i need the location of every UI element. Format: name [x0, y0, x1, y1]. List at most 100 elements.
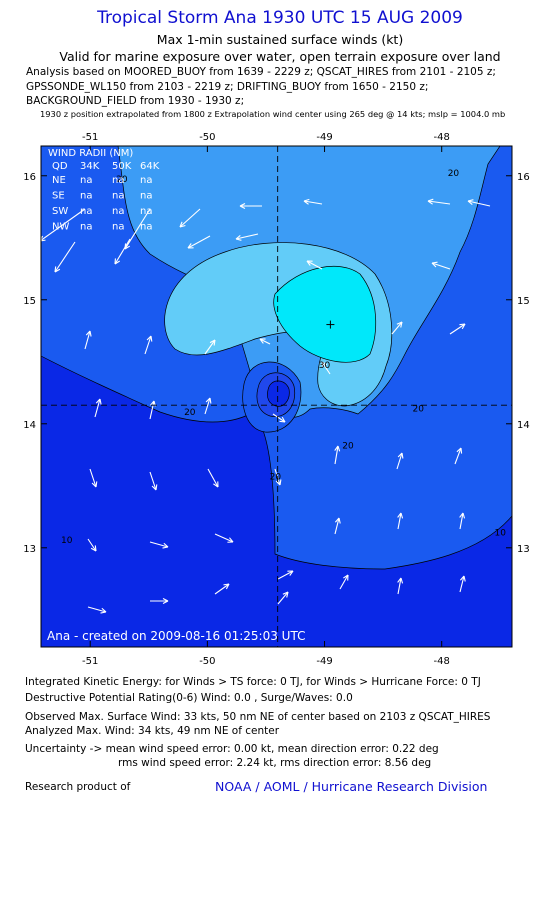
wind-radii-header-cell: 50K: [112, 161, 132, 172]
contour-field: 10 10 20 20 20 20 20 20 30: [41, 146, 512, 647]
wind-radii-cell: NW: [52, 222, 69, 233]
contour-label: 20: [342, 442, 354, 452]
wind-vector: [272, 413, 286, 423]
contour-label: 20: [184, 408, 196, 418]
wind-vector: [114, 238, 131, 265]
wind-radii-cell: na: [140, 175, 152, 186]
y-tick-label-left: 13: [23, 544, 36, 555]
wind-vector: [396, 452, 404, 470]
wind-vector: [397, 577, 404, 595]
wind-vector: [397, 512, 404, 530]
x-tick-label-top: -50: [199, 132, 215, 143]
wind-vector: [207, 468, 219, 488]
wind-radii-header-cell: QD: [52, 161, 68, 172]
wind-vector: [214, 533, 234, 543]
observed-max-line: Observed Max. Surface Wind: 33 kts, 50 n…: [25, 711, 491, 723]
wind-vector: [334, 445, 341, 465]
wind-radii-cell: NE: [52, 175, 66, 186]
research-organization: NOAA / AOML / Hurricane Research Divisio…: [215, 779, 488, 794]
y-tick-label-left: 15: [23, 296, 36, 307]
wind-radii-cell: na: [80, 191, 92, 202]
analysis-line-3: BACKGROUND_FIELD from 1930 - 1930 z;: [26, 95, 245, 107]
wind-vector: [449, 323, 466, 335]
wind-vector: [204, 397, 212, 415]
max-wind-marker: [326, 320, 335, 329]
wind-radii-table: WIND RADII (NM) QD 34K 50K 64K NE na na na SE na na…: [48, 148, 160, 233]
analysis-line-2: GPSSONDE_WL150 from 2103 - 2219 z; DRIFT…: [26, 81, 429, 93]
x-tick-label-bottom: -50: [199, 656, 215, 667]
wind-vector: [150, 598, 169, 604]
y-tick-label-right: 14: [517, 420, 530, 431]
wind-vector: [204, 339, 216, 355]
band-40-50: [273, 265, 377, 363]
contour-labels: 10 10 20 20 20 20 20 20 30: [61, 169, 506, 546]
axis-ticks: -51 -51 -50 -50 -49 -49 -48 -48 13 13 14 14 15 15 16 16: [23, 132, 529, 667]
wind-vector: [467, 199, 491, 207]
extrapolation-note: 1930 z position extrapolated from 1800 z…: [40, 109, 506, 119]
wind-vector: [149, 471, 158, 491]
wind-radii-cell: na: [112, 175, 124, 186]
wind-radii-cell: SW: [52, 206, 68, 217]
contour-label: 20: [413, 404, 425, 414]
wind-vector: [235, 233, 259, 241]
uncertainty-line-2: rms wind speed error: 2.24 kt, rms direc…: [118, 757, 432, 769]
wind-radii-cell: SE: [52, 191, 65, 202]
chart-subtitle: Max 1-min sustained surface winds (kt): [156, 32, 404, 47]
y-tick-label-right: 15: [517, 296, 530, 307]
wind-radii-cell: na: [112, 191, 124, 202]
analyzed-max-line: Analyzed Max. Wind: 34 kts, 49 nm NE of …: [25, 725, 280, 737]
wind-vectors: [41, 198, 491, 614]
uncertainty-line-1: Uncertainty -> mean wind speed error: 0.…: [25, 743, 439, 755]
wind-radii-cell: na: [112, 222, 124, 233]
plot-frame: [40, 145, 513, 648]
x-tick-label-top: -49: [316, 132, 332, 143]
wind-radii-title: WIND RADII (NM): [48, 148, 133, 159]
wind-vector: [89, 468, 98, 488]
wind-vector: [391, 321, 403, 335]
credit-line: Ana - created on 2009-08-16 01:25:03 UTC: [47, 629, 305, 643]
wind-vector: [144, 335, 153, 355]
wind-vector: [214, 583, 230, 595]
contour-label: 10: [61, 536, 73, 546]
x-tick-label-top: -51: [82, 132, 98, 143]
wind-vector: [334, 517, 341, 535]
wind-vector: [454, 447, 463, 465]
exposure-note: Valid for marine exposure over water, op…: [59, 49, 501, 64]
research-label: Research product of: [25, 781, 131, 793]
wind-vector: [54, 241, 76, 273]
contour-label: 30: [319, 361, 331, 371]
wind-radii-cell: na: [140, 206, 152, 217]
wind-vector: [84, 330, 92, 350]
contour-label: 20: [116, 175, 128, 185]
y-tick-label-right: 13: [517, 544, 530, 555]
y-tick-label-left: 14: [23, 420, 36, 431]
wind-vector: [94, 398, 102, 418]
y-tick-label-left: 16: [23, 172, 36, 183]
wind-vector: [149, 541, 169, 549]
contour-label: 10: [495, 528, 507, 538]
wind-vector: [459, 575, 466, 593]
wind-vector: [87, 606, 107, 614]
wind-vector: [303, 198, 323, 205]
contour-label: 20: [270, 473, 282, 483]
wind-radii-cell: na: [140, 222, 152, 233]
dpr-line: Destructive Potential Rating(0-6) Wind: …: [25, 692, 353, 704]
wind-vector: [431, 261, 451, 270]
wind-analysis-map: 10 10 20 20 20 20 20 20 30 -51 -51 -50 -50 -49 -49 -48…: [23, 132, 529, 667]
wind-vector: [277, 570, 294, 580]
wind-radii-cell: na: [112, 206, 124, 217]
low-ring-3: [267, 380, 290, 407]
wind-vector: [427, 198, 451, 205]
x-tick-label-bottom: -48: [434, 656, 450, 667]
x-tick-label-bottom: -49: [316, 656, 332, 667]
wind-vector: [87, 538, 97, 552]
analysis-line-1: Analysis based on MOORED_BUOY from 1639 …: [26, 66, 496, 78]
wind-radii-cell: na: [80, 206, 92, 217]
wind-vector: [277, 591, 289, 605]
wind-vector: [306, 260, 323, 270]
wind-radii-header-cell: 64K: [140, 161, 160, 172]
chart-title: Tropical Storm Ana 1930 UTC 15 AUG 2009: [97, 8, 463, 28]
x-tick-label-top: -48: [434, 132, 450, 143]
x-tick-label-bottom: -51: [82, 656, 98, 667]
wind-vector: [321, 361, 331, 375]
